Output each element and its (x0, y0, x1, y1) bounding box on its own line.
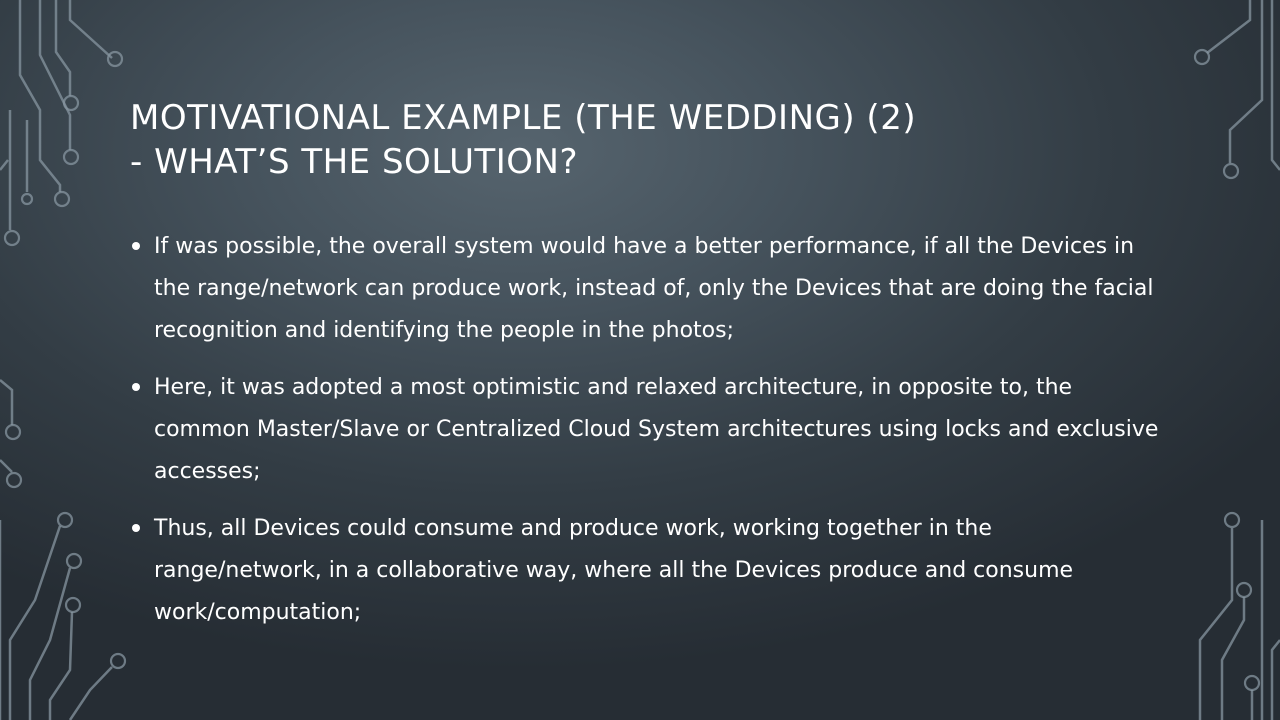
bullet-icon (132, 242, 140, 250)
bullet-text: If was possible, the overall system woul… (154, 234, 1154, 343)
bullet-item: If was possible, the overall system woul… (130, 226, 1160, 352)
slide-title: MOTIVATIONAL EXAMPLE (THE WEDDING) (2) -… (130, 96, 1170, 184)
bullet-icon (132, 524, 140, 532)
bullet-item: Thus, all Devices could consume and prod… (130, 508, 1160, 634)
bullet-list: If was possible, the overall system woul… (130, 226, 1160, 649)
bullet-text: Thus, all Devices could consume and prod… (154, 516, 1074, 625)
bullet-item: Here, it was adopted a most optimistic a… (130, 367, 1160, 493)
bullet-icon (132, 383, 140, 391)
slide-title-line-1: MOTIVATIONAL EXAMPLE (THE WEDDING) (2) (130, 98, 917, 138)
slide-title-line-2: - WHAT’S THE SOLUTION? (130, 142, 578, 182)
bullet-text: Here, it was adopted a most optimistic a… (154, 375, 1159, 484)
